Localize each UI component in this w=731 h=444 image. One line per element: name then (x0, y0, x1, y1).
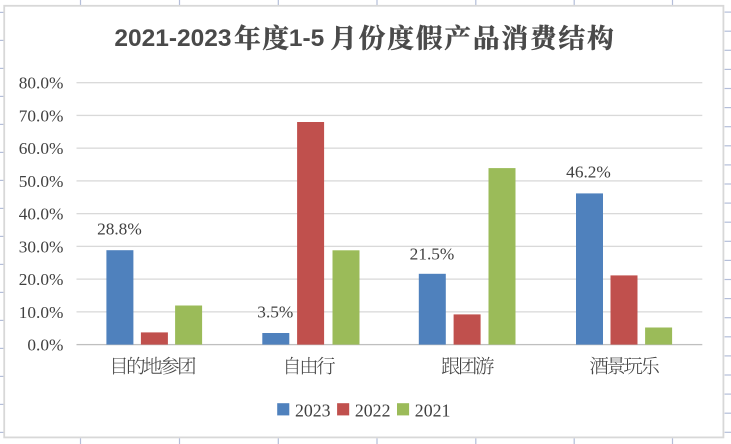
svg-text:70.0%: 70.0% (19, 106, 64, 125)
svg-text:21.5%: 21.5% (410, 245, 455, 264)
svg-text:46.2%: 46.2% (566, 163, 611, 182)
svg-text:10.0%: 10.0% (19, 303, 64, 322)
svg-text:30.0%: 30.0% (19, 237, 64, 256)
svg-text:2023: 2023 (295, 400, 331, 420)
svg-text:50.0%: 50.0% (19, 172, 64, 191)
svg-text:3.5%: 3.5% (257, 303, 293, 322)
svg-text:40.0%: 40.0% (19, 205, 64, 224)
svg-text:60.0%: 60.0% (19, 139, 64, 158)
svg-text:80.0%: 80.0% (19, 74, 64, 93)
svg-text:0.0%: 0.0% (27, 336, 63, 355)
svg-text:20.0%: 20.0% (19, 270, 64, 289)
svg-text:2021-2023: 2021-2023 (114, 25, 231, 52)
svg-text:2022: 2022 (355, 400, 391, 420)
svg-text:28.8%: 28.8% (97, 220, 142, 239)
svg-text:2021: 2021 (415, 400, 451, 420)
svg-text:1-5: 1-5 (289, 25, 324, 52)
